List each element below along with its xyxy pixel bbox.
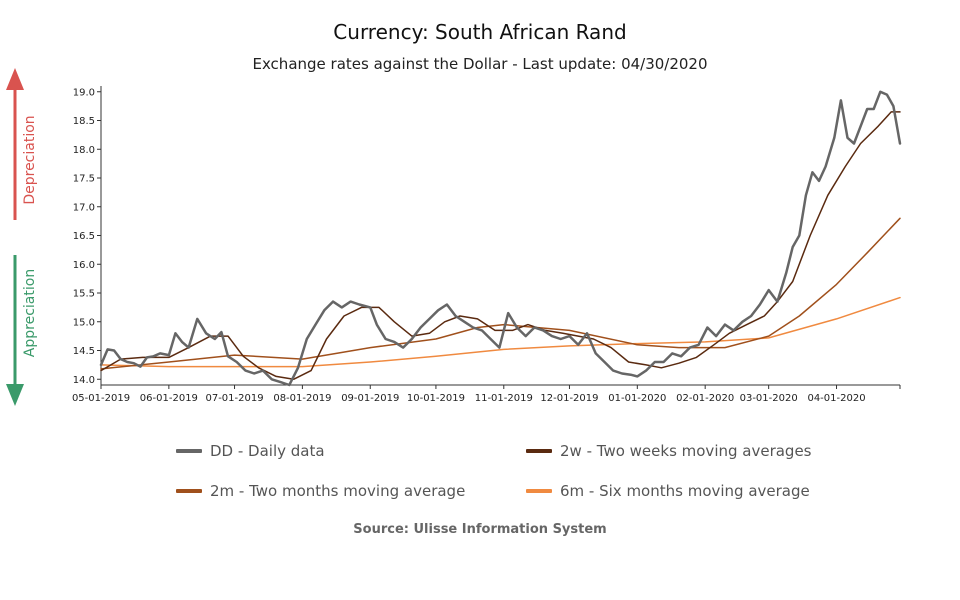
legend-label-daily: DD - Daily data [210, 442, 325, 460]
y-tick-label: 14.5 [73, 346, 95, 357]
y-tick-label: 17.0 [73, 202, 95, 213]
y-tick-label: 18.0 [73, 145, 95, 156]
legend-label-two-months: 2m - Two months moving average [210, 482, 466, 500]
x-tick-label: 07-01-2019 [205, 393, 263, 404]
x-tick-label: 06-01-2019 [140, 393, 198, 404]
y-tick-label: 15.5 [73, 289, 95, 300]
legend-swatch-two-weeks [526, 449, 552, 453]
x-tick-label: 05-01-2019 [72, 393, 130, 404]
legend-item-daily[interactable]: DD - Daily data [176, 442, 325, 460]
depreciation-label: Depreciation [22, 115, 38, 205]
y-tick-label: 16.5 [73, 231, 95, 242]
x-tick-label: 09-01-2019 [341, 393, 399, 404]
y-tick-label: 17.5 [73, 174, 95, 185]
x-tick-label: 04-01-2020 [807, 393, 865, 404]
x-tick-label: 01-01-2020 [608, 393, 666, 404]
legend-item-six-months[interactable]: 6m - Six months moving average [526, 482, 810, 500]
legend-label-two-weeks: 2w - Two weeks moving averages [560, 442, 812, 460]
chart-subtitle: Exchange rates against the Dollar - Last… [252, 55, 708, 73]
x-tick-label: 02-01-2020 [676, 393, 734, 404]
legend-swatch-two-months [176, 489, 202, 493]
series-line-3 [100, 296, 901, 368]
legend-item-two-weeks[interactable]: 2w - Two weeks moving averages [526, 442, 812, 460]
legend-swatch-daily [176, 449, 202, 453]
y-tick-label: 15.0 [73, 317, 95, 328]
depreciation-arrow-head [6, 68, 24, 90]
legend-item-two-months[interactable]: 2m - Two months moving average [176, 482, 465, 500]
y-tick-label: 18.5 [73, 116, 95, 127]
series-line-1 [100, 111, 901, 381]
y-tick-label: 16.0 [73, 260, 95, 271]
x-tick-label: 12-01-2019 [540, 393, 598, 404]
legend-label-six-months: 6m - Six months moving average [560, 482, 810, 500]
series-line-2 [100, 217, 901, 370]
y-tick-label: 19.0 [73, 87, 95, 98]
x-tick-label: 08-01-2019 [273, 393, 331, 404]
chart-title: Currency: South African Rand [333, 20, 627, 44]
x-tick-label: 11-01-2019 [475, 393, 533, 404]
legend-swatch-six-months [526, 489, 552, 493]
appreciation-label: Appreciation [22, 268, 38, 358]
x-tick-label: 10-01-2019 [407, 393, 465, 404]
series-line-0 [99, 90, 902, 387]
source-note: Source: Ulisse Information System [353, 522, 607, 537]
appreciation-arrow-head [6, 384, 24, 406]
y-tick-label: 14.0 [73, 375, 95, 386]
x-tick-label: 03-01-2020 [740, 393, 798, 404]
